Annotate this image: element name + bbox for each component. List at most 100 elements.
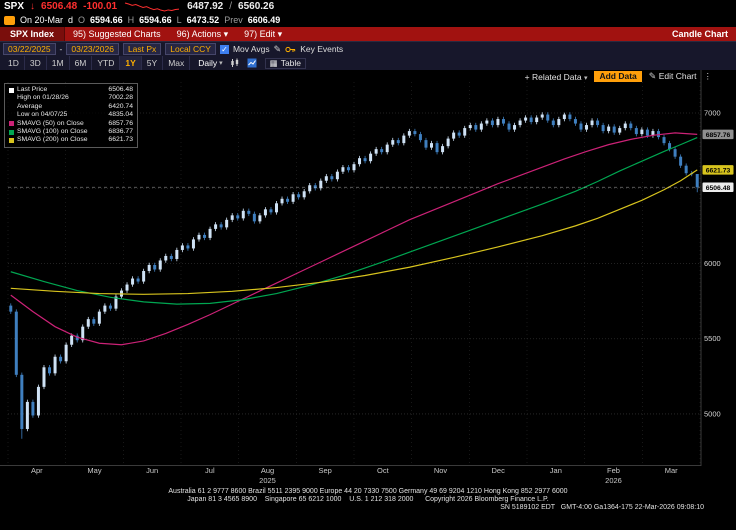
price-type-select[interactable]: Last Px [122, 43, 162, 55]
candle [302, 191, 306, 198]
candle [463, 128, 467, 136]
candle [319, 180, 323, 189]
smavg-line-100 [10, 137, 698, 305]
session-flag: d [68, 15, 74, 25]
mov-avgs-checkbox[interactable]: ✓ [219, 44, 229, 54]
candle [684, 165, 688, 174]
key-events-label[interactable]: Key Events [300, 44, 344, 54]
candle [191, 239, 195, 249]
legend-label: SMAVG (50) on Close [17, 119, 84, 127]
related-data-label: + Related Data [524, 71, 582, 82]
candle [573, 119, 577, 124]
candle [457, 132, 461, 136]
candle [258, 215, 262, 222]
candle [313, 185, 317, 189]
related-data-button[interactable]: + Related Data ▾ [525, 72, 588, 82]
month-label: Jan [549, 466, 562, 475]
period-1y[interactable]: 1Y [120, 56, 142, 70]
chevron-down-icon: ▾ [219, 60, 223, 67]
candle [81, 326, 85, 341]
candle [651, 131, 655, 136]
candle [36, 386, 40, 416]
candle [274, 203, 278, 213]
price-badge [702, 129, 734, 140]
candle [125, 284, 129, 291]
legend-label: Average [17, 102, 43, 110]
price-chart[interactable]: 7000 6000 5500 5000 6857.76 6621.73 6506.48 [0, 70, 736, 466]
candle [407, 131, 411, 136]
smavg-line-50 [10, 132, 698, 346]
menu-item[interactable]: 97) Edit ▾ [244, 28, 283, 39]
month-label: Aug [260, 466, 275, 475]
date-from-input[interactable]: 03/22/2025 [3, 43, 56, 55]
table-label: Table [280, 58, 302, 68]
low-label: L [176, 15, 182, 25]
candle [158, 260, 162, 270]
period-1d[interactable]: 1D [3, 56, 25, 70]
add-data-button[interactable]: Add Data [594, 71, 642, 82]
candle [70, 335, 74, 345]
date-range-separator: - [59, 44, 63, 54]
candle [579, 123, 583, 130]
currency-select[interactable]: Local CCY [165, 43, 216, 55]
high-label: H [127, 15, 135, 25]
candle [557, 119, 561, 126]
chart-legend: Last Price 6506.48 High on 01/28/26 7002.28… [4, 83, 138, 148]
candle [535, 117, 539, 123]
y-tick-label: 5000 [704, 409, 721, 418]
candle [230, 215, 234, 220]
period-5y[interactable]: 5Y [142, 56, 164, 70]
candle [441, 146, 445, 153]
candle [435, 143, 439, 153]
date-to-input[interactable]: 03/23/2026 [66, 43, 119, 55]
quote-header: SPX ↓ 6506.48 -100.01 6487.92 / 6560.26 [0, 0, 736, 13]
candle [114, 296, 118, 309]
candle [612, 126, 616, 133]
kebab-menu-icon[interactable]: ⋮ [703, 71, 713, 81]
legend-value: 6836.77 [108, 128, 133, 136]
candle [263, 209, 267, 216]
month-label: Nov [433, 466, 448, 475]
menu-item[interactable]: 96) Actions ▾ [176, 28, 229, 39]
period-3d[interactable]: 3D [25, 56, 47, 70]
candle [485, 120, 489, 124]
legend-value: 7002.28 [108, 94, 133, 102]
candle [25, 401, 29, 429]
prev-label: Prev [224, 15, 243, 25]
candle [369, 153, 373, 162]
edit-chart-button[interactable]: ✎ Edit Chart [649, 71, 697, 82]
menu-item[interactable]: 95) Suggested Charts [73, 29, 161, 39]
month-label: Sep [318, 466, 332, 475]
table-button[interactable]: ▦ Table [264, 57, 307, 69]
frequency-select[interactable]: Daily [198, 58, 218, 68]
pencil-icon: ✎ [648, 71, 657, 81]
table-icon: ▦ [269, 57, 278, 68]
alert-chip[interactable] [4, 15, 15, 25]
candle [153, 264, 157, 270]
line-chart-icon[interactable] [247, 58, 257, 68]
period-ytd[interactable]: YTD [92, 56, 121, 70]
edit-mov-avgs-icon[interactable]: ✎ [273, 43, 282, 54]
legend-value: 6621.73 [108, 136, 133, 144]
candle [186, 245, 190, 249]
candle [607, 126, 611, 132]
candle [695, 174, 699, 188]
period-1m[interactable]: 1M [47, 56, 70, 70]
candle [147, 264, 151, 272]
candle [374, 149, 378, 154]
candle [446, 138, 450, 147]
range-low: 6487.92 [187, 1, 224, 12]
y-tick-label: 7000 [704, 109, 721, 118]
legend-row: SMAVG (200) on Close 6621.73 [9, 136, 133, 144]
period-6m[interactable]: 6M [70, 56, 93, 70]
period-max[interactable]: Max [163, 56, 191, 70]
month-label: Jul [205, 466, 215, 475]
candle-style-icon[interactable] [230, 58, 240, 68]
candle [513, 125, 517, 130]
candle [601, 125, 605, 132]
candle [673, 149, 677, 157]
legend-row: SMAVG (50) on Close 6857.76 [9, 120, 133, 128]
candle [524, 117, 528, 121]
candle [540, 114, 544, 118]
candle [352, 164, 356, 171]
